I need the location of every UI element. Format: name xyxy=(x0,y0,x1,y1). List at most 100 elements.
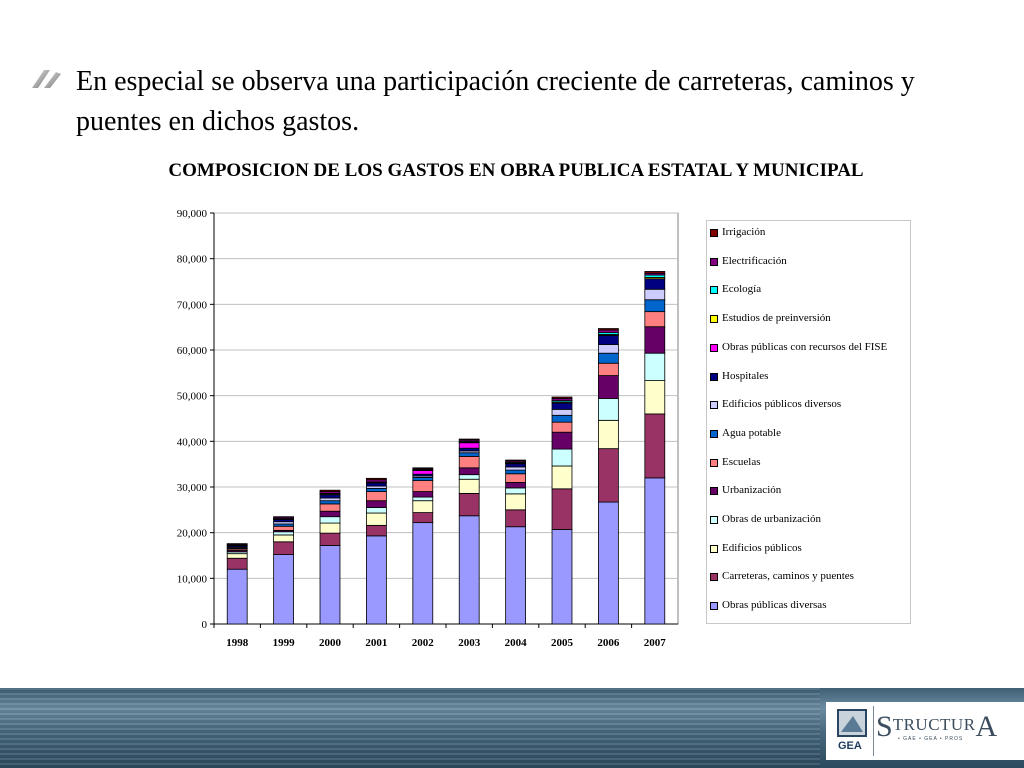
x-tick-label: 2006 xyxy=(597,637,620,649)
bar-segment xyxy=(644,326,666,354)
bar-segment xyxy=(505,482,526,489)
bar-segment xyxy=(505,459,526,462)
bar-segment xyxy=(412,470,434,475)
x-tick-label: 2003 xyxy=(458,637,481,649)
bar-segment xyxy=(458,492,480,517)
legend-label: Electrificación xyxy=(722,254,787,267)
bar-segment xyxy=(412,477,434,482)
chart-title: COMPOSICION DE LOS GASTOS EN OBRA PUBLIC… xyxy=(168,160,864,181)
bar-segment xyxy=(412,467,434,470)
bar-segment xyxy=(551,402,573,410)
bar-segment xyxy=(505,463,526,468)
legend-swatch xyxy=(710,229,718,237)
bar-segment xyxy=(598,375,619,399)
bar-segment xyxy=(273,516,294,518)
bar-segment xyxy=(551,414,573,423)
bar-segment xyxy=(366,535,387,625)
bar-segment xyxy=(458,452,480,457)
bar-segment xyxy=(505,473,526,483)
bar-segment xyxy=(412,491,434,498)
bar-segment xyxy=(226,543,248,545)
bar-segment xyxy=(644,352,666,381)
gea-label: GEA xyxy=(838,740,862,752)
legend-label: Escuelas xyxy=(722,455,761,468)
bar-segment xyxy=(598,334,619,345)
bar-segment xyxy=(458,474,480,480)
bar-segment xyxy=(505,487,526,495)
bar-segment xyxy=(598,344,619,354)
x-tick-label: 2007 xyxy=(644,637,667,649)
bar-segment xyxy=(598,329,619,334)
x-tick-label: 2004 xyxy=(505,637,528,649)
bar-segment xyxy=(644,299,666,313)
logo-divider xyxy=(873,706,874,756)
y-tick-label: 70,000 xyxy=(177,299,208,311)
bar-segment xyxy=(273,531,294,536)
bar-segment xyxy=(412,496,434,502)
bar-segment xyxy=(458,467,480,476)
legend-swatch xyxy=(710,257,718,266)
y-tick-label: 10,000 xyxy=(177,573,208,585)
bar-segment xyxy=(551,488,573,530)
bar-segment xyxy=(644,380,666,415)
gea-logo-icon xyxy=(837,709,867,737)
legend-label: Ecología xyxy=(722,283,762,296)
bar-segment xyxy=(366,500,387,508)
bar-segment xyxy=(505,493,526,511)
bar-segment xyxy=(319,503,341,512)
legend-swatch xyxy=(710,602,718,611)
bar-segment xyxy=(598,398,619,421)
bar-segment xyxy=(319,510,341,518)
legend-label: Urbanización xyxy=(722,484,782,497)
y-tick-label: 20,000 xyxy=(177,528,208,540)
stacked-bar-chart: 0 10,000 20,000 30,000 40,000 50,000 60,000 70,… xyxy=(177,208,679,649)
legend-label: Obras de urbanización xyxy=(722,513,821,525)
bar-segment xyxy=(458,456,480,469)
bar-segment xyxy=(644,311,666,328)
bar-segment xyxy=(319,497,341,502)
structura-wordmark: STRUCTURA xyxy=(876,710,998,743)
legend-swatch xyxy=(710,458,718,467)
bar-segment xyxy=(458,515,480,625)
legend-swatch xyxy=(710,573,718,582)
bar-segment xyxy=(551,448,573,467)
bar-segment xyxy=(458,478,480,494)
bar-segment xyxy=(319,500,341,505)
y-tick-label: 80,000 xyxy=(177,254,208,266)
bar-segment xyxy=(505,526,526,625)
footer-stripes xyxy=(0,688,820,768)
legend-label: Estudios de preinversión xyxy=(722,312,831,325)
bullet-text: En especial se observa una participación… xyxy=(76,66,915,137)
bar-segment xyxy=(226,568,248,625)
bar-segment xyxy=(505,469,526,475)
y-tick-label: 50,000 xyxy=(177,391,208,403)
bar-segment xyxy=(644,271,666,274)
bar-segment xyxy=(551,421,573,433)
bar-segment xyxy=(366,507,387,514)
bar-segment xyxy=(319,545,341,625)
bar-segment xyxy=(366,482,387,487)
bar-segment xyxy=(644,278,666,290)
bar-segment xyxy=(412,522,434,625)
bullet-icon xyxy=(32,70,61,88)
bar-segment xyxy=(366,477,387,481)
bar-segment xyxy=(458,438,480,441)
legend-swatch xyxy=(710,315,718,324)
bar-segment xyxy=(412,480,434,492)
bar-segment xyxy=(644,288,666,301)
bar-segment xyxy=(598,328,619,331)
legend-swatch xyxy=(710,286,718,295)
legend-swatch xyxy=(710,487,718,496)
bar-segment xyxy=(551,396,573,399)
bar-segment xyxy=(551,465,573,490)
bar-segment xyxy=(273,554,294,625)
bar-segment xyxy=(319,522,341,534)
x-tick-label: 2001 xyxy=(365,637,387,649)
legend-swatch xyxy=(710,372,718,381)
bar-segment xyxy=(366,524,387,537)
x-tick-label: 1998 xyxy=(226,637,249,649)
bar-segment xyxy=(412,500,434,513)
legend-label: Carreteras, caminos y puentes xyxy=(722,570,854,583)
bar-segment xyxy=(551,431,573,450)
y-tick-label: 40,000 xyxy=(177,436,208,448)
